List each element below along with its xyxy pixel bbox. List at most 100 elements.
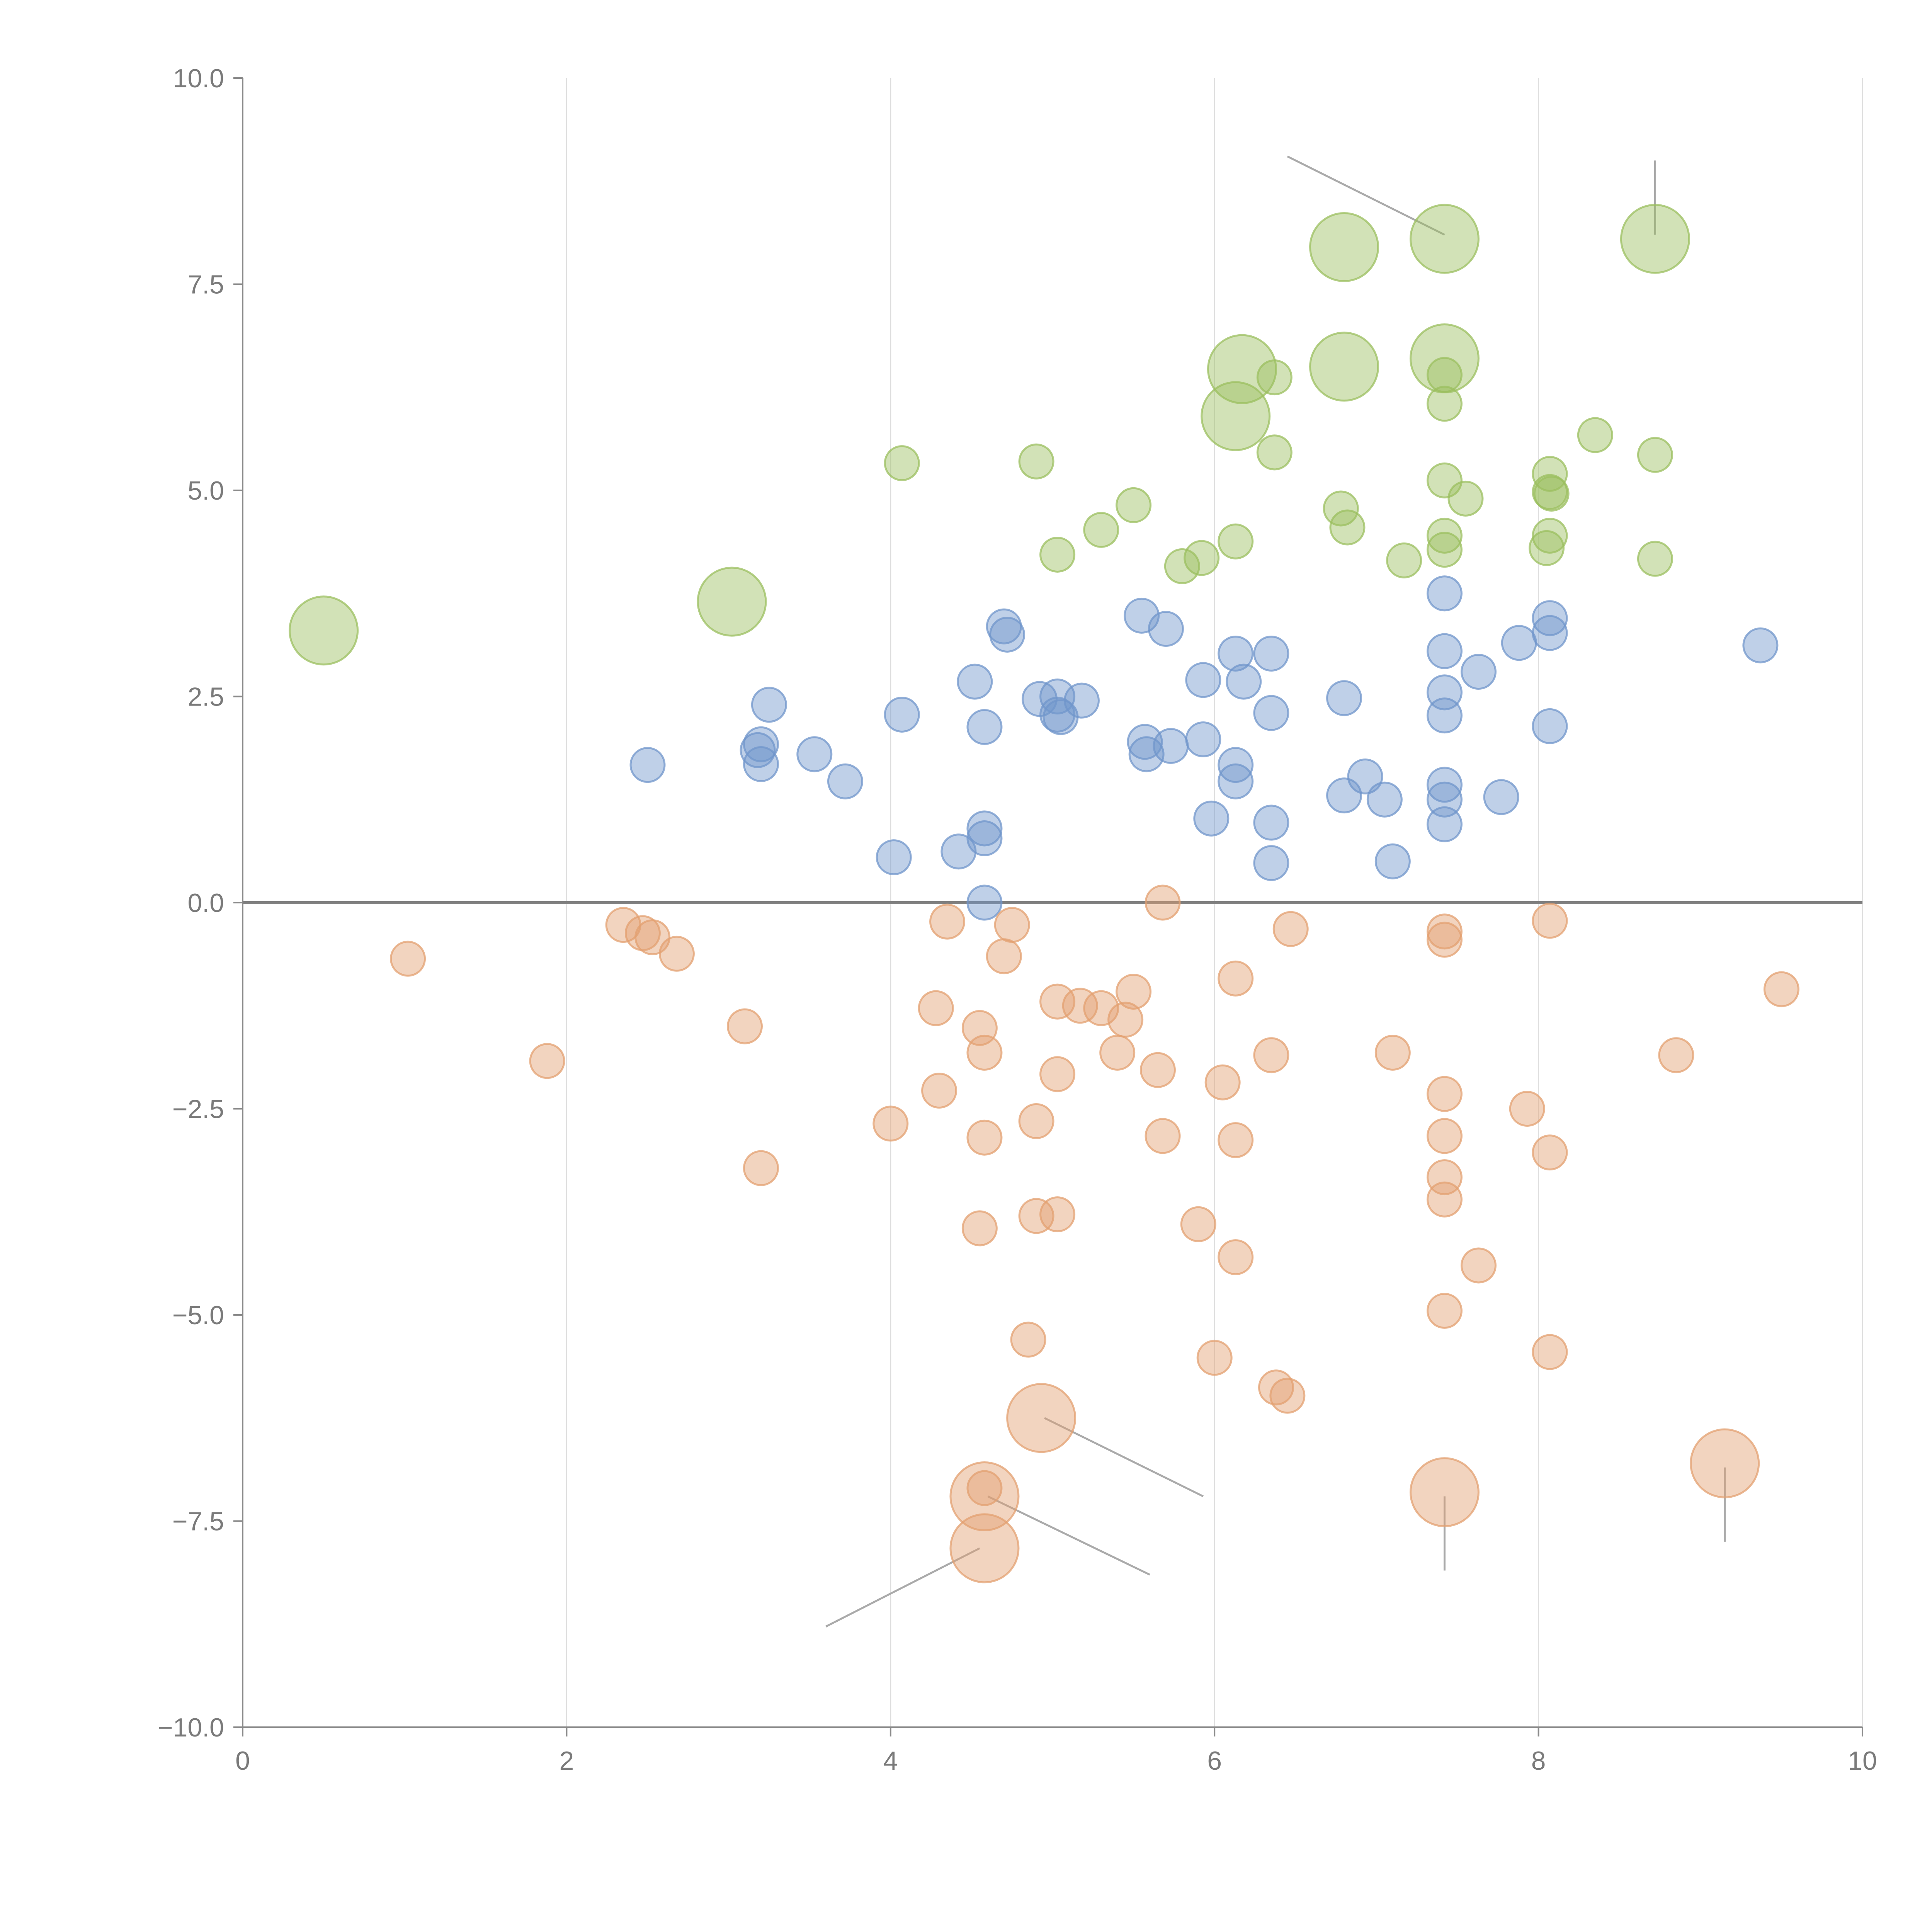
data-point-orange xyxy=(1374,1034,1411,1071)
data-point-orange xyxy=(1426,1118,1463,1154)
data-point-blue xyxy=(1460,653,1497,690)
data-point-blue xyxy=(966,820,1003,857)
data-point-green xyxy=(1426,462,1463,498)
data-point-blue xyxy=(966,709,1003,745)
data-point-green xyxy=(1018,443,1054,480)
data-point-green xyxy=(1637,437,1673,473)
data-point-green xyxy=(1083,512,1119,548)
data-point-green xyxy=(1447,480,1484,517)
data-point-blue xyxy=(1226,663,1262,700)
data-point-orange xyxy=(949,1513,1020,1583)
y-tick-label: 0.0 xyxy=(187,888,224,918)
data-point-orange xyxy=(658,935,695,972)
data-point-green xyxy=(1386,542,1422,578)
data-point-blue xyxy=(1426,767,1463,803)
y-tick-label: −5.0 xyxy=(172,1301,224,1330)
data-point-blue xyxy=(743,726,779,762)
data-point-blue xyxy=(1532,615,1568,651)
data-point-blue xyxy=(884,696,920,733)
data-point-orange xyxy=(994,907,1030,943)
y-tick-label: −7.5 xyxy=(172,1507,224,1536)
data-point-blue xyxy=(1185,662,1221,698)
data-point-blue xyxy=(1253,695,1289,731)
y-tick-label: 2.5 xyxy=(187,682,224,712)
data-point-green xyxy=(1426,532,1463,568)
data-point-orange xyxy=(961,1210,998,1247)
y-tick-label: −10.0 xyxy=(158,1713,224,1742)
data-point-blue xyxy=(1253,636,1289,672)
data-point-orange xyxy=(1196,1340,1233,1376)
data-point-blue xyxy=(1426,575,1463,612)
data-point-green xyxy=(697,566,767,637)
data-point-orange xyxy=(727,1008,763,1044)
data-point-blue xyxy=(1483,779,1519,815)
data-point-orange xyxy=(1253,1037,1289,1073)
data-point-green xyxy=(1256,434,1293,471)
data-point-orange xyxy=(949,1461,1020,1531)
data-point-orange xyxy=(1116,973,1152,1010)
data-point-orange xyxy=(1039,1056,1076,1092)
data-point-orange xyxy=(918,990,954,1026)
data-point-orange xyxy=(1218,1239,1254,1276)
data-point-blue xyxy=(629,747,666,783)
data-point-orange xyxy=(1460,1247,1497,1284)
data-point-orange xyxy=(1180,1206,1216,1242)
data-point-blue xyxy=(1426,806,1463,842)
data-point-orange xyxy=(1006,1383,1077,1453)
x-tick-label: 8 xyxy=(1531,1746,1546,1776)
data-point-orange xyxy=(1145,1118,1181,1154)
data-point-orange xyxy=(1763,971,1799,1007)
tick-labels: 0 2 4 6 8 10 −10.0 −7.5 −5.0 −2.5 0.0 2.5 5.0 7.5 10.0 xyxy=(158,64,1877,1776)
data-point-orange xyxy=(1426,922,1463,958)
data-point-blue xyxy=(989,616,1026,653)
data-point-blue xyxy=(1532,708,1568,744)
annotation-leader-line xyxy=(987,1495,1150,1576)
data-point-blue xyxy=(743,746,779,782)
data-point-orange xyxy=(1426,1076,1463,1112)
data-point-orange xyxy=(1218,1122,1254,1158)
data-point-blue xyxy=(966,810,1003,847)
x-tick-label: 2 xyxy=(559,1746,574,1776)
data-point-green xyxy=(1207,334,1277,404)
data-point-green xyxy=(1116,487,1152,523)
data-point-orange xyxy=(966,1119,1003,1156)
data-point-blue xyxy=(1193,800,1230,837)
data-point-green xyxy=(1426,357,1463,393)
y-tick-label: −2.5 xyxy=(172,1095,224,1124)
y-tick-label: 10.0 xyxy=(173,64,224,93)
data-point-green xyxy=(1532,456,1568,492)
data-point-blue xyxy=(876,839,912,876)
data-point-orange xyxy=(529,1043,565,1079)
data-point-green xyxy=(1529,530,1565,566)
data-point-orange xyxy=(986,938,1022,975)
data-point-orange xyxy=(921,1073,957,1109)
data-point-blue xyxy=(1742,627,1779,663)
data-point-orange xyxy=(1010,1321,1046,1358)
data-point-blue xyxy=(1153,728,1189,764)
data-point-blue xyxy=(1426,633,1463,669)
data-point-orange xyxy=(1532,1334,1568,1370)
data-point-blue xyxy=(751,687,787,723)
data-point-orange xyxy=(1204,1064,1241,1100)
data-point-blue xyxy=(827,763,863,799)
data-point-green xyxy=(1532,517,1568,554)
data-point-orange xyxy=(390,940,426,977)
data-point-blue xyxy=(740,732,776,768)
data-point-orange xyxy=(1426,913,1463,950)
data-point-blue xyxy=(1253,804,1289,841)
data-point-green xyxy=(1620,204,1690,274)
data-point-orange xyxy=(872,1105,909,1142)
data-point-orange xyxy=(1218,960,1254,997)
data-point-blue xyxy=(1185,721,1221,757)
data-point-orange xyxy=(966,1034,1003,1071)
data-point-blue xyxy=(1366,781,1403,818)
data-point-green xyxy=(1309,212,1379,282)
data-point-blue xyxy=(796,736,833,772)
data-point-orange xyxy=(1107,1002,1144,1038)
y-tick-label: 7.5 xyxy=(187,270,224,299)
data-point-green xyxy=(1218,523,1254,560)
data-point-blue xyxy=(1374,843,1411,879)
data-point-blue xyxy=(1063,682,1100,719)
data-point-green xyxy=(1426,386,1463,422)
data-point-orange xyxy=(1426,1181,1463,1218)
